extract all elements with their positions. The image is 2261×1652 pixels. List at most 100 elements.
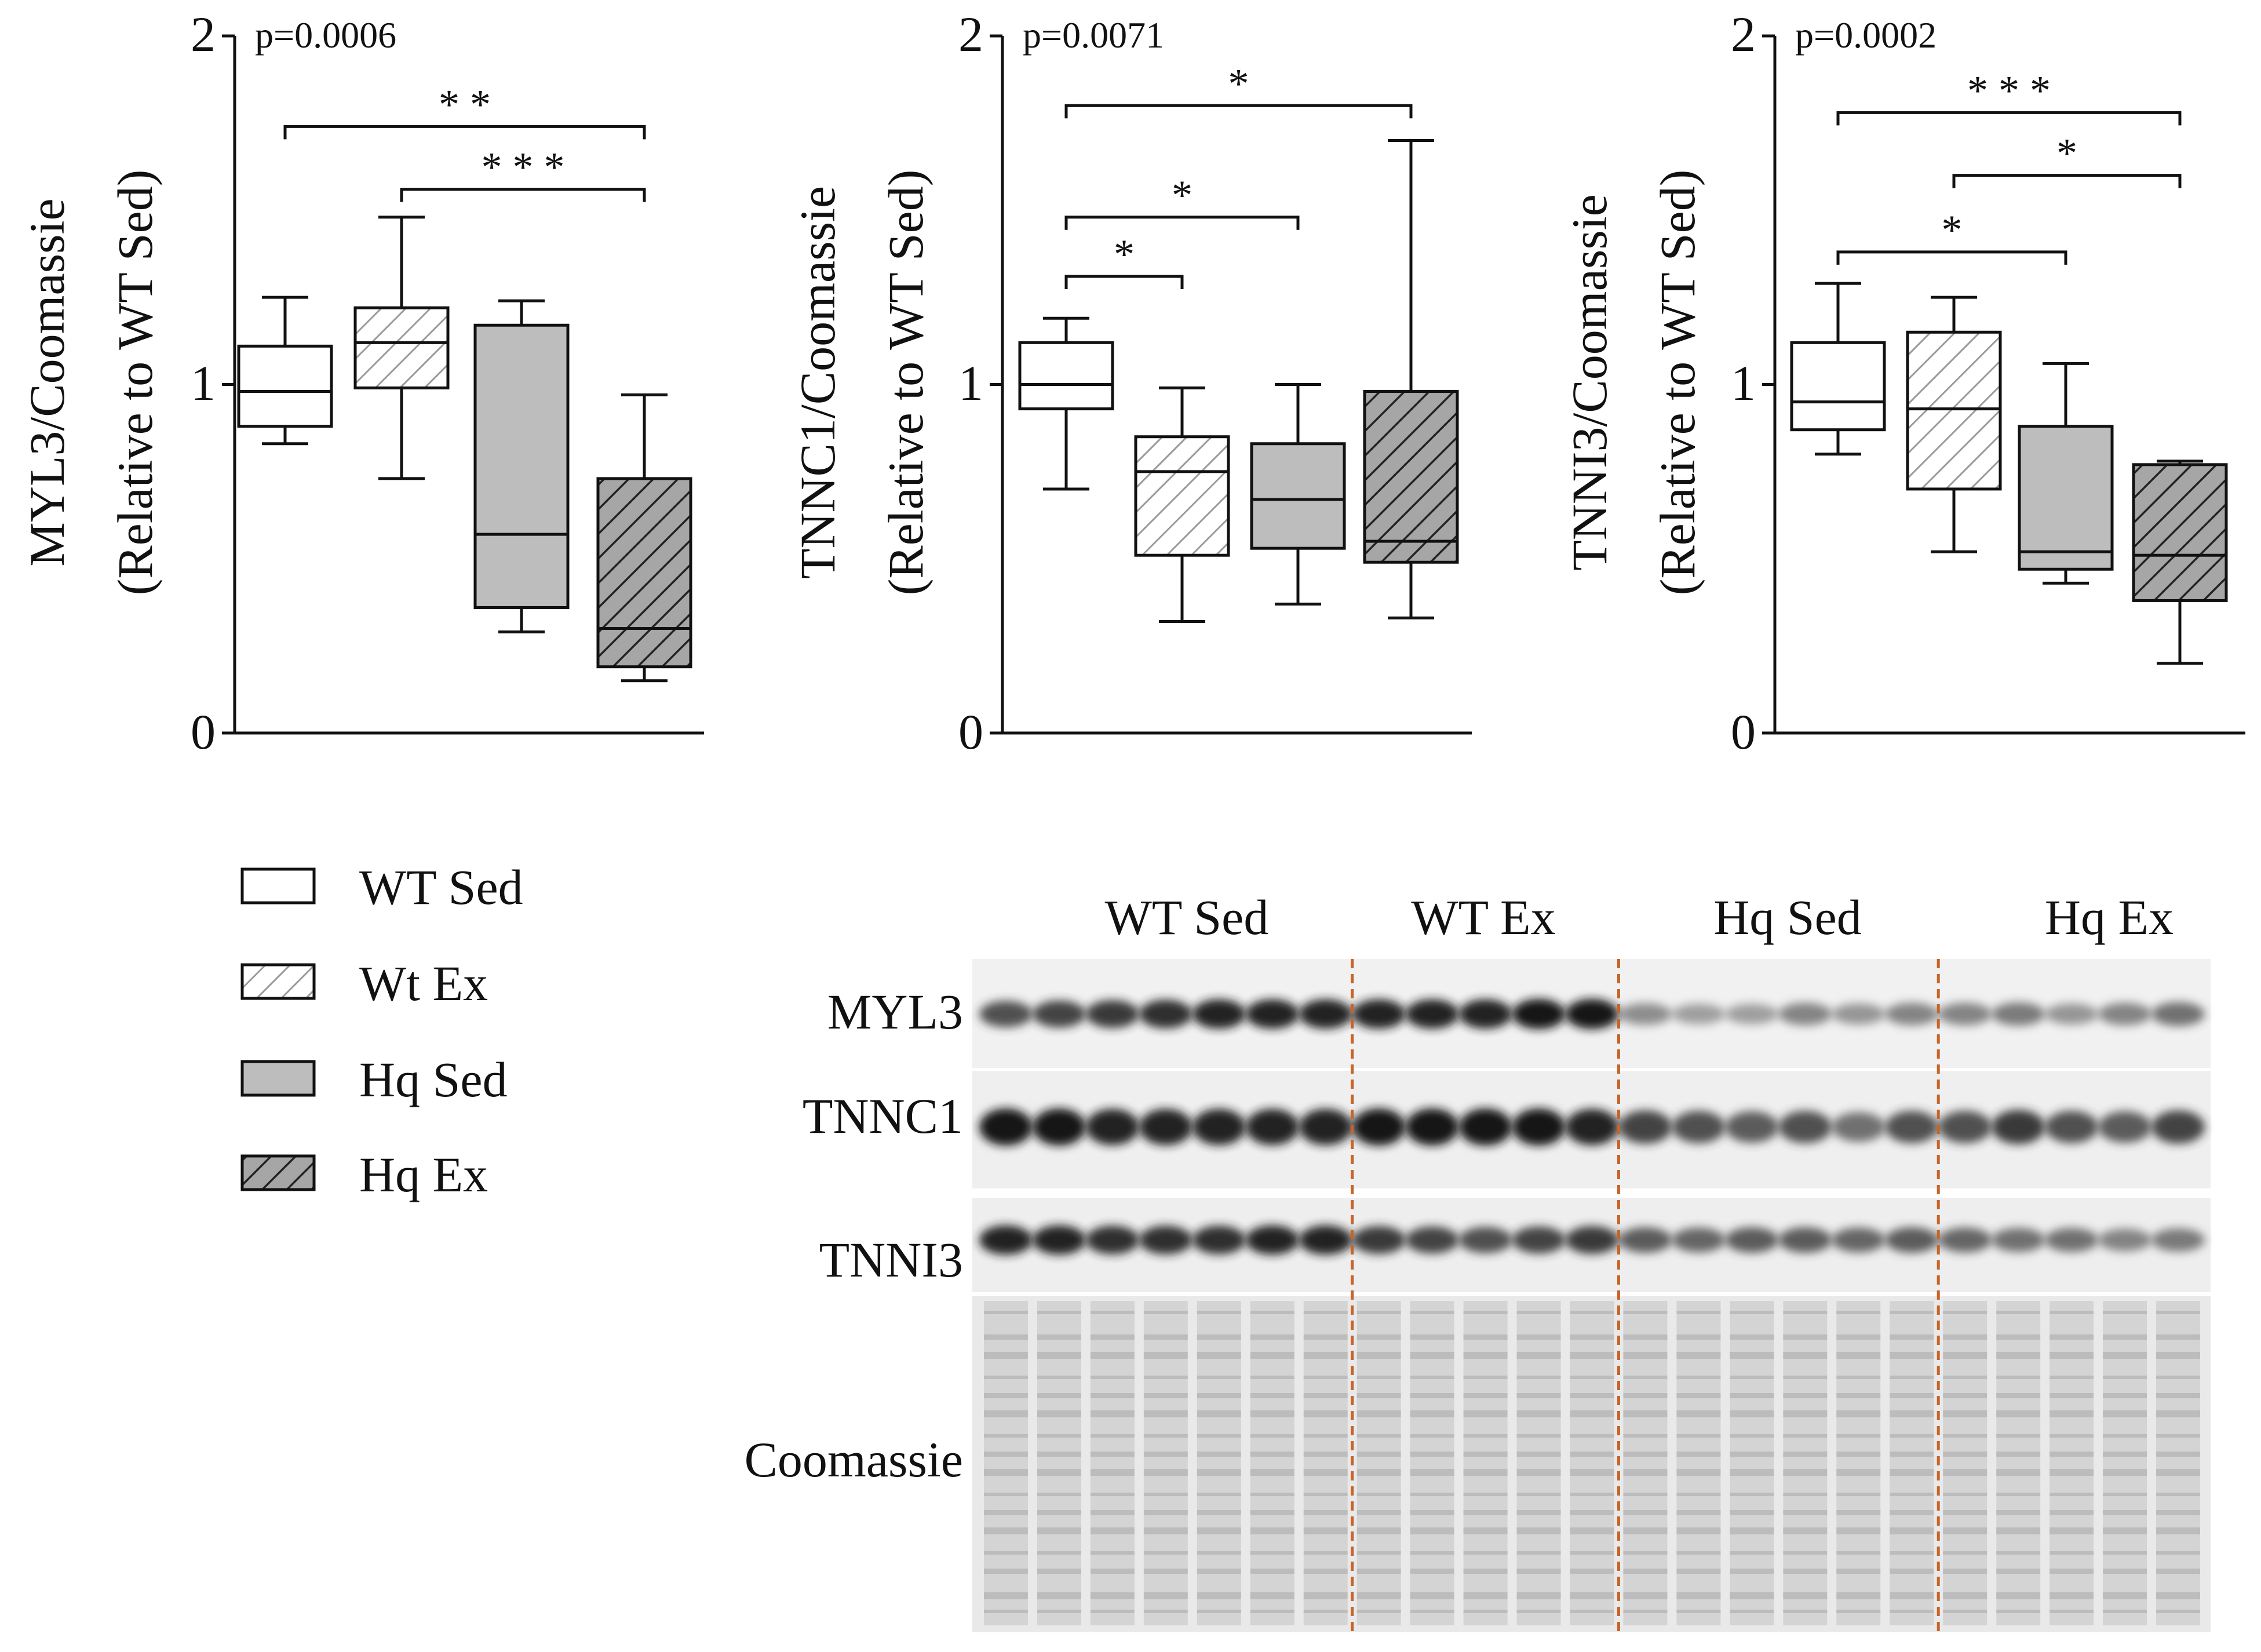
coomassie-band xyxy=(1943,1569,1988,1574)
coomassie-band xyxy=(1516,1469,1561,1476)
coomassie-band xyxy=(1197,1510,1241,1515)
coomassie-band xyxy=(1037,1376,1081,1379)
panel-tnnc1-ylabel-line2: (Relative to WT Sed) xyxy=(878,170,933,596)
coomassie-band xyxy=(984,1410,1028,1417)
coomassie-band xyxy=(1890,1551,1934,1555)
coomassie-band xyxy=(1143,1610,1188,1613)
coomassie-lane xyxy=(1250,1301,1294,1625)
tnni3-band xyxy=(1245,1225,1299,1255)
tnnc1-band xyxy=(1405,1108,1459,1146)
tnnc1-sig-bracket-0 xyxy=(1064,104,1413,119)
coomassie-band xyxy=(1197,1469,1241,1476)
coomassie-band xyxy=(1197,1569,1241,1574)
myl3-band xyxy=(1299,999,1352,1029)
coomassie-band xyxy=(1890,1452,1934,1457)
legend: WT Sed Wt Ex Hq Sed Hq Ex xyxy=(240,859,523,1202)
tnni3-band xyxy=(1565,1226,1619,1255)
coomassie-band xyxy=(1197,1311,1241,1314)
coomassie-band xyxy=(2050,1510,2094,1515)
coomassie-band xyxy=(1250,1551,1294,1555)
coomassie-band xyxy=(2103,1311,2147,1314)
coomassie-lane xyxy=(2103,1301,2147,1625)
coomassie-band xyxy=(1090,1334,1135,1340)
coomassie-band xyxy=(1623,1469,1668,1476)
coomassie-band xyxy=(1250,1493,1294,1496)
coomassie-band xyxy=(1890,1376,1934,1379)
coomassie-band xyxy=(1516,1311,1561,1314)
coomassie-band xyxy=(1463,1592,1508,1599)
panel-myl3-ylabel-line2: (Relative to WT Sed) xyxy=(107,170,163,596)
coomassie-band xyxy=(1037,1551,1081,1555)
myl3-band xyxy=(2045,1003,2099,1025)
coomassie-band xyxy=(1143,1376,1188,1379)
tnni3-band xyxy=(1885,1227,1939,1253)
coomassie-lane xyxy=(1996,1301,2041,1625)
coomassie-band xyxy=(1463,1452,1508,1457)
tnnc1-band xyxy=(1618,1110,1672,1144)
coomassie-band xyxy=(1676,1510,1721,1515)
coomassie-band xyxy=(1516,1527,1561,1534)
coomassie-band xyxy=(1037,1569,1081,1574)
coomassie-band xyxy=(1783,1569,1828,1574)
coomassie-band xyxy=(1037,1434,1081,1438)
coomassie-band xyxy=(1836,1493,1881,1496)
tnnc1-band xyxy=(2045,1111,2099,1143)
coomassie-lane xyxy=(2156,1301,2200,1625)
coomassie-band xyxy=(1996,1493,2041,1496)
coomassie-band xyxy=(1143,1527,1188,1534)
tnnc1-band xyxy=(1245,1108,1299,1146)
coomassie-band xyxy=(2050,1469,2094,1476)
coomassie-band xyxy=(1783,1376,1828,1379)
coomassie-band xyxy=(1143,1352,1188,1359)
myl3-band xyxy=(1938,1002,1992,1026)
coomassie-band xyxy=(1090,1376,1135,1379)
coomassie-band xyxy=(984,1493,1028,1496)
coomassie-band xyxy=(1090,1452,1135,1457)
coomassie-band xyxy=(1623,1311,1668,1314)
coomassie-band xyxy=(1090,1393,1135,1398)
coomassie-band xyxy=(1890,1434,1934,1438)
coomassie-band xyxy=(2103,1569,2147,1574)
coomassie-band xyxy=(1570,1311,1614,1314)
tnni3-band xyxy=(1778,1227,1832,1253)
coomassie-band xyxy=(2103,1469,2147,1476)
coomassie-band xyxy=(1570,1469,1614,1476)
box-iqr xyxy=(473,323,570,609)
coomassie-band xyxy=(2156,1469,2200,1476)
coomassie-band xyxy=(1890,1610,1934,1613)
coomassie-band xyxy=(1197,1393,1241,1398)
coomassie-lane xyxy=(2050,1301,2094,1625)
coomassie-band xyxy=(1676,1452,1721,1457)
coomassie-band xyxy=(1143,1410,1188,1417)
tnnc1-sig-bracket-2 xyxy=(1064,275,1184,290)
coomassie-band xyxy=(1783,1452,1828,1457)
coomassie-band xyxy=(1570,1510,1614,1515)
coomassie-band xyxy=(1836,1334,1881,1340)
coomassie-band xyxy=(1516,1410,1561,1417)
coomassie-band xyxy=(1730,1452,1774,1457)
tnnc1-band xyxy=(1032,1108,1086,1146)
tnni3-band xyxy=(1192,1226,1246,1255)
tnni3-band xyxy=(1458,1227,1512,1253)
coomassie-lane-fill xyxy=(2050,1301,2094,1625)
myl3-box-2 xyxy=(473,299,570,634)
coomassie-band xyxy=(2050,1527,2094,1534)
panel-tnnc1-ylabel-line1: TNNC1/Coomassie xyxy=(790,186,845,579)
coomassie-band xyxy=(1303,1592,1348,1599)
myl3-band xyxy=(1405,999,1459,1029)
coomassie-band xyxy=(2156,1334,2200,1340)
myl3-band xyxy=(1618,1003,1672,1025)
coomassie-band xyxy=(1090,1311,1135,1314)
coomassie-band xyxy=(1303,1352,1348,1359)
coomassie-band xyxy=(1197,1592,1241,1599)
coomassie-band xyxy=(1783,1434,1828,1438)
coomassie-band xyxy=(1463,1510,1508,1515)
coomassie-band xyxy=(1410,1334,1454,1340)
coomassie-band xyxy=(1410,1452,1454,1457)
coomassie-band xyxy=(1836,1469,1881,1476)
coomassie-band xyxy=(1676,1569,1721,1574)
coomassie-band xyxy=(1730,1434,1774,1438)
coomassie-band xyxy=(2156,1610,2200,1613)
tnni3-box-2 xyxy=(2018,362,2114,585)
